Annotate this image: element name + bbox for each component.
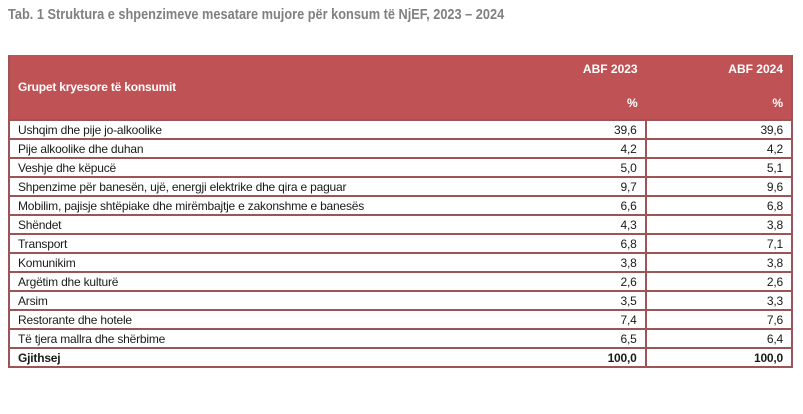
row-label-cell: Pije alkoolike dhe duhan xyxy=(9,138,511,158)
value-abf-2023-cell: 6,6 xyxy=(510,195,647,215)
row-label-cell: Restorante dhe hotele xyxy=(9,309,511,329)
header-col-abf-2023: ABF 2023 % xyxy=(510,55,646,120)
row-label-cell: Mobilim, pajisje shtëpiake dhe mirëmbajt… xyxy=(9,195,511,215)
header-abf-2024-unit: % xyxy=(772,96,783,110)
value-abf-2023-cell: 6,5 xyxy=(510,328,647,348)
table-row: Transport 6,8 7,1 xyxy=(9,233,792,253)
header-row: Grupet kryesore të konsumit ABF 2023 % A… xyxy=(9,55,792,120)
table-row: Të tjera mallra dhe shërbime 6,5 6,4 xyxy=(9,328,792,348)
value-abf-2023-cell: 7,4 xyxy=(510,309,647,329)
value-abf-2024-cell: 6,8 xyxy=(645,195,792,215)
value-abf-2023-cell: 6,8 xyxy=(510,233,647,253)
value-abf-2024-cell: 7,1 xyxy=(645,233,792,253)
value-abf-2023-cell: 39,6 xyxy=(510,119,647,139)
value-abf-2024-cell: 39,6 xyxy=(645,119,792,139)
value-abf-2024-cell: 2,6 xyxy=(645,271,792,291)
value-abf-2024-cell: 100,0 xyxy=(645,347,792,367)
row-label-cell: Shëndet xyxy=(9,214,511,234)
header-group-label: Grupet kryesore të konsumit xyxy=(9,55,511,120)
row-label-cell: Veshje dhe këpucë xyxy=(9,157,511,177)
value-abf-2023-cell: 2,6 xyxy=(510,271,647,291)
row-label-cell: Komunikim xyxy=(9,252,511,272)
table-row: Ushqim dhe pije jo-alkoolike 39,6 39,6 xyxy=(9,119,792,139)
table-row: Arsim 3,5 3,3 xyxy=(9,290,792,310)
value-abf-2023-cell: 3,5 xyxy=(510,290,647,310)
value-abf-2023-cell: 100,0 xyxy=(510,347,647,367)
row-label-cell: Argëtim dhe kulturë xyxy=(9,271,511,291)
table-row: Veshje dhe këpucë 5,0 5,1 xyxy=(9,157,792,177)
table-row-total: Gjithsej 100,0 100,0 xyxy=(9,347,792,367)
header-abf-2024-label: ABF 2024 xyxy=(728,62,783,76)
header-abf-2023-unit: % xyxy=(626,96,638,110)
value-abf-2024-cell: 9,6 xyxy=(645,176,792,196)
value-abf-2024-cell: 4,2 xyxy=(645,138,792,158)
table-row: Argëtim dhe kulturë 2,6 2,6 xyxy=(9,271,792,291)
row-label-cell: Të tjera mallra dhe shërbime xyxy=(9,328,511,348)
table-row: Komunikim 3,8 3,8 xyxy=(9,252,792,272)
value-abf-2023-cell: 4,3 xyxy=(510,214,647,234)
table-header: Grupet kryesore të konsumit ABF 2023 % A… xyxy=(9,55,792,120)
row-label-cell: Arsim xyxy=(9,290,511,310)
page-title: Tab. 1 Struktura e shpenzimeve mesatare … xyxy=(8,7,505,23)
table-row: Mobilim, pajisje shtëpiake dhe mirëmbajt… xyxy=(9,195,792,215)
consumption-table: Grupet kryesore të konsumit ABF 2023 % A… xyxy=(8,55,793,368)
value-abf-2023-cell: 4,2 xyxy=(510,138,647,158)
table-body: Ushqim dhe pije jo-alkoolike 39,6 39,6 Pije… xyxy=(9,119,792,367)
table-row: Shpenzime për banesën, ujë, energji elek… xyxy=(9,176,792,196)
value-abf-2024-cell: 3,8 xyxy=(645,214,792,234)
table-row: Pije alkoolike dhe duhan 4,2 4,2 xyxy=(9,138,792,158)
value-abf-2023-cell: 5,0 xyxy=(510,157,647,177)
table-row: Restorante dhe hotele 7,4 7,6 xyxy=(9,309,792,329)
row-label-cell: Transport xyxy=(9,233,511,253)
header-abf-2023-label: ABF 2023 xyxy=(582,62,638,76)
header-col-abf-2024: ABF 2024 % xyxy=(645,55,792,120)
value-abf-2024-cell: 5,1 xyxy=(645,157,792,177)
row-label-cell: Gjithsej xyxy=(9,347,511,367)
value-abf-2023-cell: 9,7 xyxy=(510,176,647,196)
value-abf-2023-cell: 3,8 xyxy=(510,252,647,272)
value-abf-2024-cell: 6,4 xyxy=(645,328,792,348)
table-row: Shëndet 4,3 3,8 xyxy=(9,214,792,234)
value-abf-2024-cell: 3,3 xyxy=(645,290,792,310)
value-abf-2024-cell: 3,8 xyxy=(645,252,792,272)
row-label-cell: Ushqim dhe pije jo-alkoolike xyxy=(9,119,511,139)
row-label-cell: Shpenzime për banesën, ujë, energji elek… xyxy=(9,176,511,196)
value-abf-2024-cell: 7,6 xyxy=(645,309,792,329)
